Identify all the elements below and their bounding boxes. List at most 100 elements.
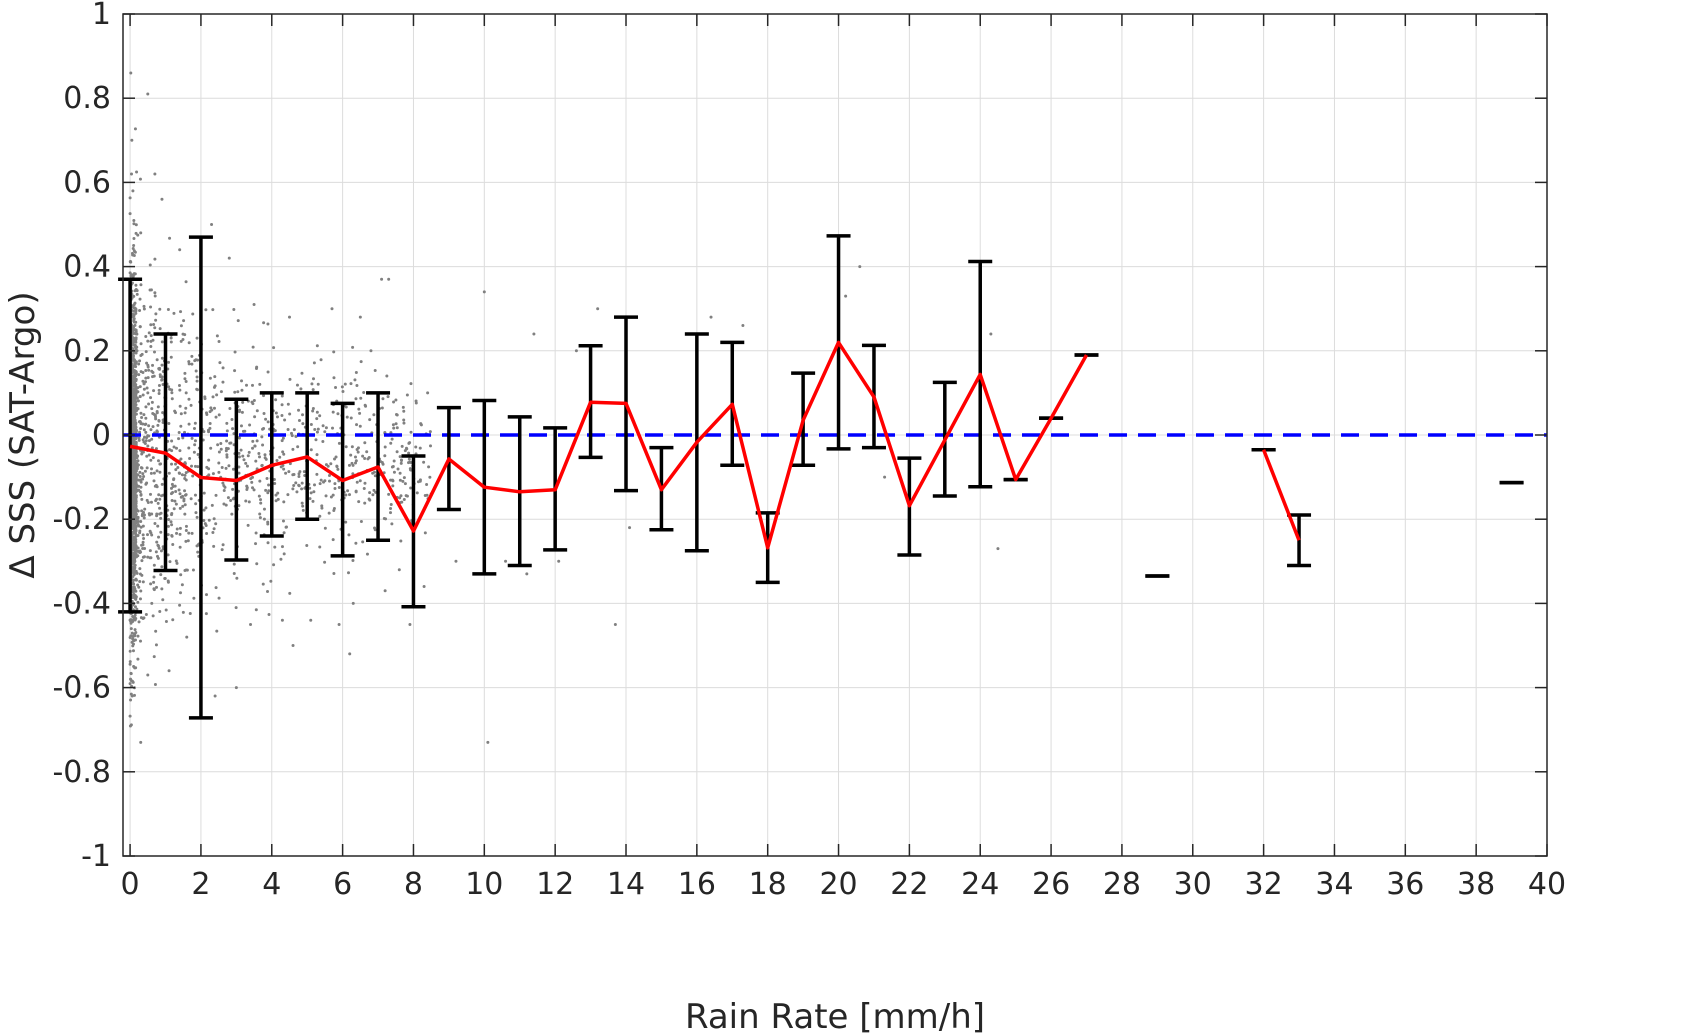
- scatter-point: [330, 307, 334, 311]
- scatter-point: [170, 439, 174, 443]
- scatter-point: [428, 475, 432, 479]
- x-tick-label: 14: [607, 867, 645, 902]
- scatter-point: [423, 494, 427, 498]
- scatter-point: [331, 410, 335, 414]
- scatter-point: [128, 724, 132, 728]
- scatter-point: [153, 257, 157, 261]
- scatter-point: [288, 462, 292, 466]
- scatter-point: [258, 512, 262, 516]
- scatter-point: [311, 377, 315, 381]
- scatter-point: [844, 294, 848, 298]
- scatter-point: [225, 429, 229, 433]
- scatter-point: [169, 355, 173, 359]
- scatter-point: [178, 388, 182, 392]
- scatter-point: [363, 456, 367, 460]
- scatter-point: [372, 413, 376, 417]
- scatter-point: [284, 471, 288, 475]
- scatter-point: [218, 361, 222, 365]
- scatter-point: [160, 377, 164, 381]
- scatter-point: [129, 627, 133, 631]
- scatter-point: [202, 430, 206, 434]
- scatter-point: [187, 341, 191, 345]
- scatter-point: [134, 666, 138, 670]
- scatter-point: [144, 612, 148, 616]
- scatter-point: [255, 365, 259, 369]
- scatter-point: [154, 312, 158, 316]
- scatter-point: [156, 556, 160, 560]
- scatter-point: [416, 480, 420, 484]
- scatter-point: [219, 390, 223, 394]
- scatter-point: [129, 678, 133, 682]
- mean-line-segment: [1261, 449, 1301, 541]
- scatter-point: [240, 410, 244, 414]
- scatter-point: [150, 601, 154, 605]
- scatter-point: [337, 485, 341, 489]
- scatter-point: [613, 622, 617, 626]
- scatter-point: [525, 572, 529, 576]
- scatter-point: [423, 531, 427, 535]
- scatter-point: [138, 308, 142, 312]
- scatter-point: [191, 312, 195, 316]
- scatter-point: [237, 471, 241, 475]
- scatter-point: [149, 471, 153, 475]
- scatter-point: [210, 503, 214, 507]
- scatter-point: [286, 402, 290, 406]
- scatter-point: [628, 526, 632, 530]
- scatter-point: [359, 520, 363, 524]
- scatter-point: [252, 488, 256, 492]
- scatter-point: [741, 324, 745, 328]
- scatter-point: [134, 544, 138, 548]
- scatter-point: [402, 418, 406, 422]
- scatter-point: [226, 447, 230, 451]
- scatter-point: [145, 454, 149, 458]
- scatter-point: [301, 422, 305, 426]
- scatter-point: [349, 382, 353, 386]
- scatter-point: [486, 740, 490, 744]
- scatter-point: [131, 189, 135, 193]
- scatter-point: [300, 481, 304, 485]
- scatter-point: [382, 517, 386, 521]
- scatter-point: [262, 427, 266, 431]
- scatter-point: [132, 693, 136, 697]
- scatter-point: [179, 324, 183, 328]
- scatter-point: [156, 459, 160, 463]
- scatter-point: [152, 580, 156, 584]
- scatter-point: [158, 506, 162, 510]
- scatter-point: [395, 450, 399, 454]
- scatter-point: [138, 475, 142, 479]
- scatter-point: [153, 522, 157, 526]
- scatter-point: [231, 467, 235, 471]
- scatter-point: [222, 502, 226, 506]
- scatter-point: [202, 491, 206, 495]
- scatter-point: [331, 538, 335, 542]
- scatter-point: [326, 464, 330, 468]
- scatter-point: [184, 478, 188, 482]
- scatter-point: [209, 446, 213, 450]
- scatter-point: [300, 487, 304, 491]
- scatter-point: [397, 568, 401, 572]
- scatter-point: [144, 368, 148, 372]
- scatter-point: [403, 449, 407, 453]
- scatter-point: [157, 388, 161, 392]
- scatter-point: [177, 471, 181, 475]
- scatter-point: [138, 597, 142, 601]
- scatter-point: [139, 283, 143, 287]
- scatter-point: [159, 573, 163, 577]
- scatter-point: [281, 436, 285, 440]
- scatter-point: [132, 381, 136, 385]
- scatter-point: [173, 484, 177, 488]
- scatter-point: [160, 587, 164, 591]
- scatter-point: [134, 456, 138, 460]
- scatter-point: [212, 544, 216, 548]
- scatter-point: [301, 508, 305, 512]
- scatter-point: [193, 421, 197, 425]
- scatter-point: [262, 412, 266, 416]
- scatter-point: [266, 322, 270, 326]
- scatter-point: [181, 436, 185, 440]
- scatter-point: [213, 375, 217, 379]
- scatter-point: [179, 424, 183, 428]
- scatter-point: [139, 639, 143, 643]
- scatter-point: [333, 482, 337, 486]
- scatter-point: [157, 493, 161, 497]
- scatter-point: [504, 559, 508, 563]
